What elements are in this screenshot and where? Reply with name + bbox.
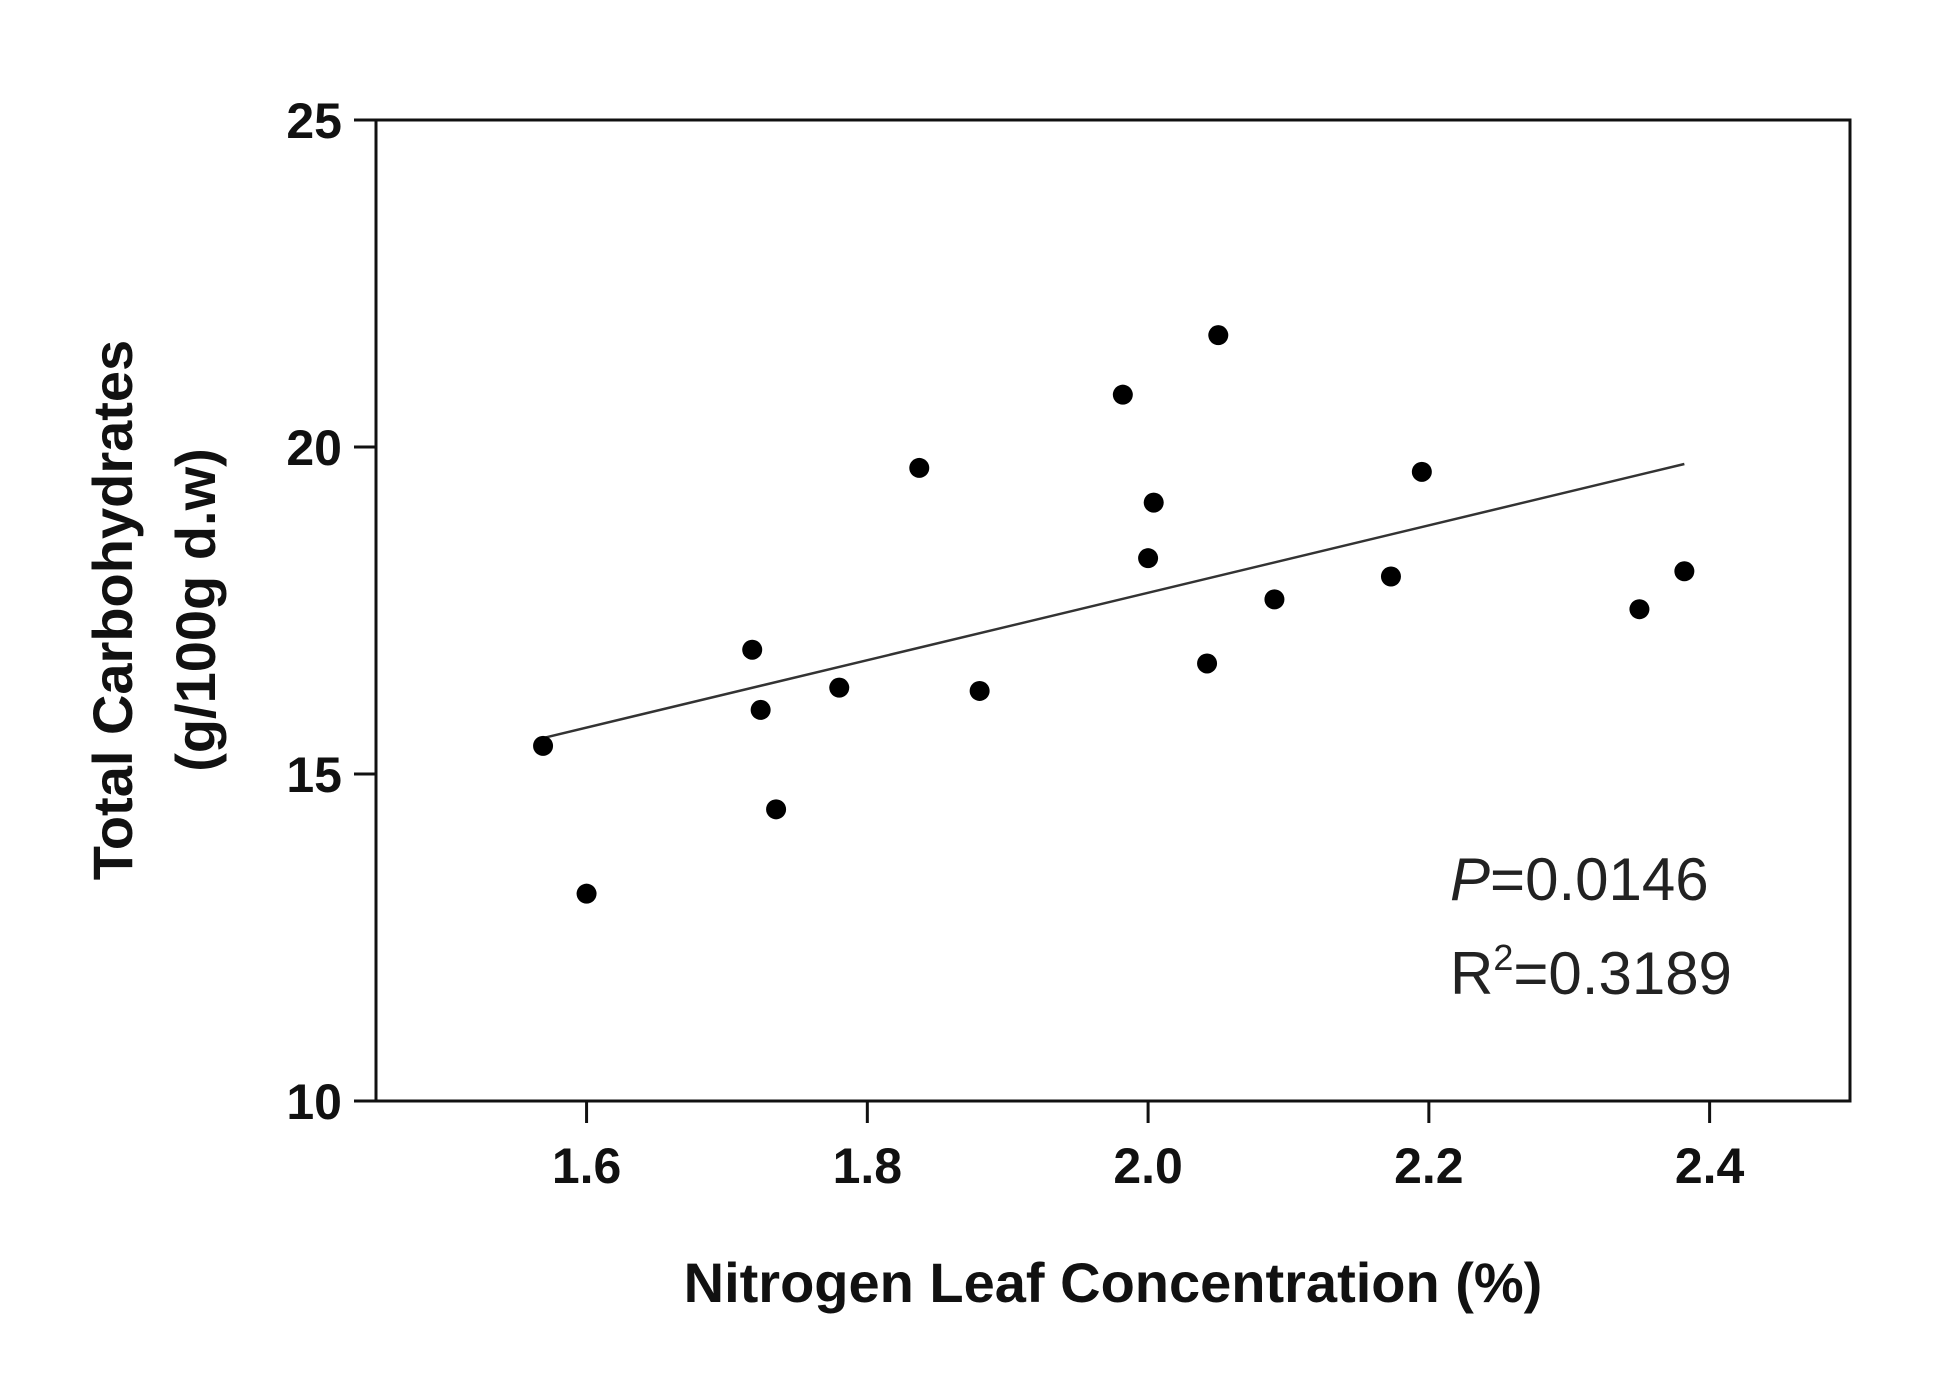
y-tick-label: 10 [286, 1074, 342, 1130]
data-point [750, 699, 771, 720]
y-tick-label: 15 [286, 747, 342, 803]
x-axis-title: Nitrogen Leaf Concentration (%) [684, 1251, 1543, 1314]
data-point [909, 457, 930, 478]
data-point [1264, 589, 1285, 610]
p-value-annotation: P=0.0146 [1450, 846, 1709, 913]
data-point [1380, 566, 1401, 587]
x-tick-label: 2.4 [1675, 1138, 1745, 1194]
data-point [1138, 548, 1159, 569]
data-point [1208, 325, 1229, 346]
data-point [829, 677, 850, 698]
regression-line [542, 462, 1685, 740]
data-point [969, 680, 990, 701]
data-point [533, 735, 554, 756]
r-squared-annotation: R2=0.3189 [1450, 937, 1732, 1007]
y-axis-title-line1: Total Carbohydrates [81, 340, 144, 880]
data-point [576, 883, 597, 904]
y-tick-label: 25 [286, 93, 342, 149]
data-points [533, 325, 1695, 904]
x-axis-ticks: 1.6 1.8 2.0 2.2 2.4 [552, 1101, 1745, 1194]
data-point [1143, 492, 1164, 513]
data-point [1411, 461, 1432, 482]
data-point [1674, 561, 1695, 582]
data-point [1197, 653, 1218, 674]
y-axis-ticks: 10 15 20 25 [286, 93, 376, 1130]
plot-frame [374, 118, 1852, 1103]
data-point [766, 799, 787, 820]
data-point [1112, 384, 1133, 405]
data-point [742, 639, 763, 660]
x-tick-label: 1.6 [552, 1138, 622, 1194]
x-tick-label: 2.0 [1113, 1138, 1183, 1194]
x-tick-label: 2.2 [1394, 1138, 1464, 1194]
data-point [1629, 599, 1650, 620]
x-tick-label: 1.8 [833, 1138, 903, 1194]
y-axis-title-line2: (g/100g d.w) [164, 448, 227, 772]
y-tick-label: 20 [286, 420, 342, 476]
